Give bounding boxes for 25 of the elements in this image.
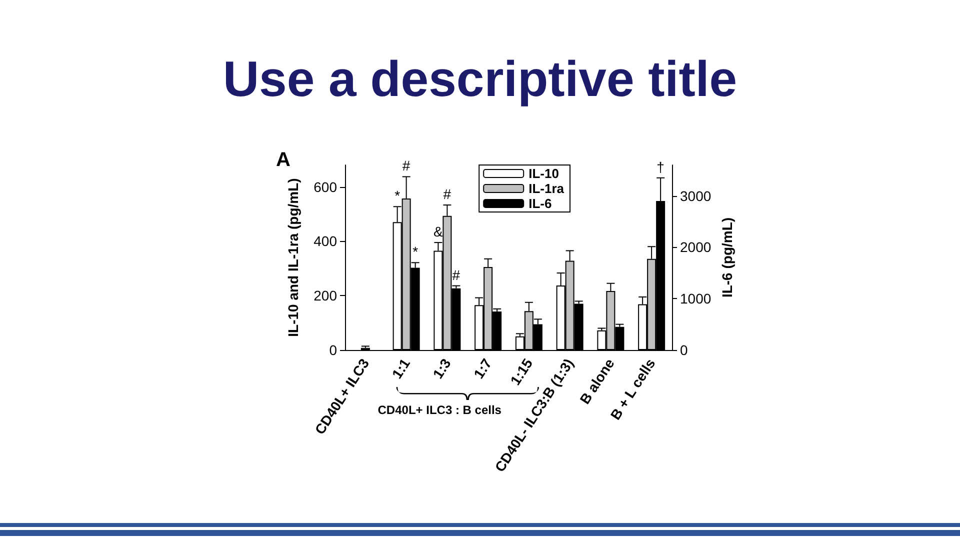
data-label: †: [656, 158, 664, 175]
data-label: *: [412, 244, 419, 260]
text: A: [276, 149, 290, 171]
x-tick-label: 1:1: [388, 355, 414, 382]
y2-tick-label: 2000: [680, 239, 712, 256]
y2-tick-label: 3000: [680, 188, 712, 204]
legend-label: IL-6: [528, 196, 552, 211]
data-label: #: [443, 186, 452, 202]
chart-title: Use a descriptive title: [222, 50, 738, 108]
y2-axis-title: IL-6 (pg/mL): [719, 217, 735, 298]
y2-tick-label: 1000: [680, 290, 712, 307]
data-label: #: [452, 266, 460, 283]
y-axis-title: IL-10 and IL-1ra (pg/mL): [285, 178, 301, 337]
legend-label: IL-10: [528, 166, 559, 181]
x-tick-label: 1:7: [470, 355, 495, 382]
y-tick-label: 0: [329, 342, 338, 358]
y-tick-label: 200: [314, 288, 338, 304]
data-label: *: [394, 188, 401, 204]
y-tick-label: 600: [314, 178, 338, 195]
y2-tick-label: 0: [680, 342, 688, 358]
text: CD40L+ ILC3 : B cells: [378, 403, 502, 417]
x-tick-label: 1:3: [429, 355, 454, 382]
y-tick-label: 400: [314, 233, 338, 250]
legend-label: IL-1ra: [528, 181, 565, 196]
data-label: #: [402, 158, 410, 174]
